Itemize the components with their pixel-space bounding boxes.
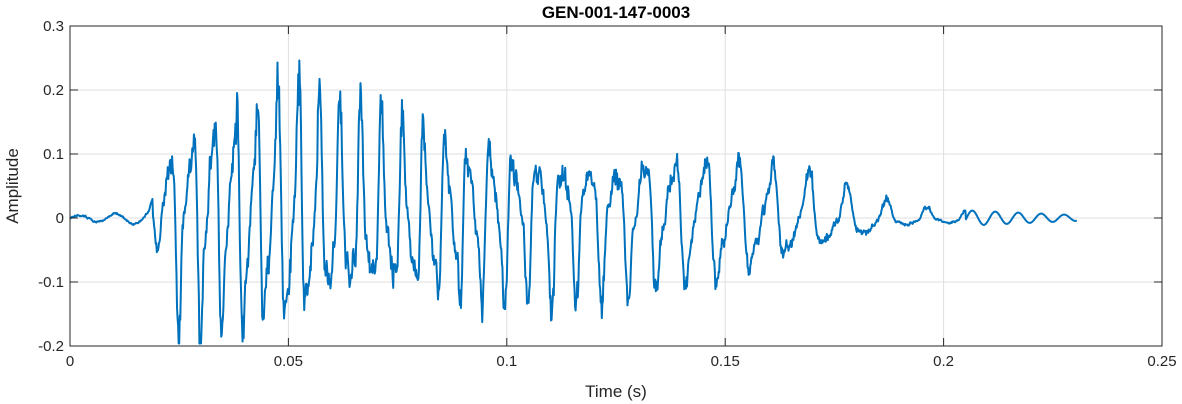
x-tick-label: 0.15 <box>711 353 740 370</box>
x-axis: 0 0.05 0.1 0.15 0.2 0.25 <box>66 26 1177 370</box>
y-tick-label: 0.3 <box>43 18 64 35</box>
plot-area <box>70 26 1162 346</box>
y-tick-label: 0.2 <box>43 82 64 99</box>
x-tick-label: 0.1 <box>496 353 517 370</box>
x-axis-title: Time (s) <box>585 382 647 401</box>
x-tick-label: 0 <box>66 353 74 370</box>
x-tick-label: 0.05 <box>274 353 303 370</box>
y-tick-label: 0 <box>56 210 64 227</box>
chart-title: GEN-001-147-0003 <box>542 3 690 22</box>
y-axis: -0.2 -0.1 0 0.1 0.2 0.3 <box>38 18 1162 355</box>
y-axis-title: Amplitude <box>3 148 22 224</box>
series-layer <box>69 59 1078 345</box>
y-tick-label: -0.2 <box>38 338 64 355</box>
plot-frame <box>69 25 1163 347</box>
x-tick-label: 0.25 <box>1147 353 1176 370</box>
y-tick-label: 0.1 <box>43 146 64 163</box>
x-tick-label: 0.2 <box>933 353 954 370</box>
series-line <box>69 59 1078 345</box>
y-tick-label: -0.1 <box>38 274 64 291</box>
